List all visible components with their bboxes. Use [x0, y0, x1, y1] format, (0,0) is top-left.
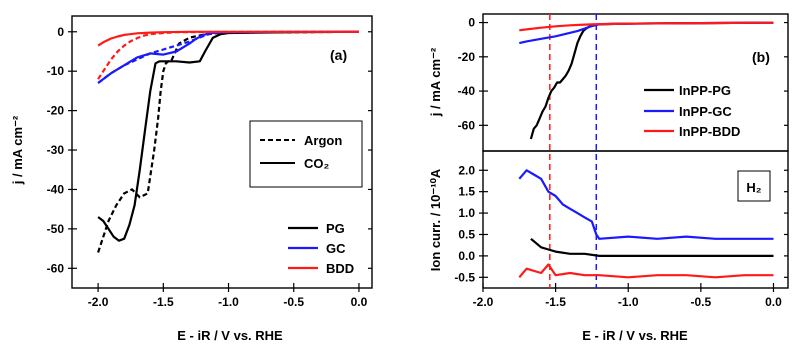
- legend-inpp-bdd-label: InPP-BDD: [679, 124, 740, 139]
- legend-co2-label: CO₂: [304, 156, 330, 171]
- x-tick-label: 0.0: [765, 295, 782, 309]
- legend-bdd-label: BDD: [326, 261, 354, 276]
- y-tick-label: -30: [47, 143, 65, 157]
- series-line-inpp-pg: [530, 237, 774, 257]
- x-tick-label: -2.0: [88, 295, 109, 309]
- y-tick-label: 1.0: [458, 206, 475, 220]
- y-tick-label: 0: [57, 25, 64, 39]
- y-tick-label: -40: [458, 84, 476, 98]
- series-line-inpp-pg: [529, 21, 774, 140]
- panel-a: -2.0 -1.5 -1.0 -0.5 0.0 0 -10 -20 -30 -40 -50 -60 (…: [10, 15, 373, 343]
- y-tick-label: 0.5: [458, 227, 475, 241]
- panel-b-lower-frame: [482, 150, 789, 289]
- panel-b-lower-series: [518, 169, 774, 279]
- h2-annotation-box: [737, 170, 771, 202]
- legend-gc-label: GC: [326, 241, 346, 256]
- panel-b-ticks: 0 -20 -40 -60: [458, 16, 788, 132]
- panel-b: 0 -20 -40 -60 -2.0 -1.5 -1.0 -0.5 0.0 2.0 1.5 1.0 0…: [428, 13, 789, 343]
- panel-a-label: (a): [330, 47, 347, 63]
- y-tick-label: -60: [47, 261, 65, 275]
- y-tick-label: 1.5: [458, 185, 475, 199]
- x-tick-label: -2.0: [473, 295, 494, 309]
- series-line-inpp-bdd: [519, 21, 774, 32]
- panel-a-frame: [71, 15, 373, 289]
- panel-a-ticks: -2.0 -1.5 -1.0 -0.5 0.0 0 -10 -20 -30 -40 -50 -60: [47, 25, 372, 309]
- panel-b-x-axis-label: E - iR / V vs. RHE: [582, 328, 688, 343]
- x-tick-label: -0.5: [691, 295, 712, 309]
- x-tick-label: -1.0: [618, 295, 639, 309]
- series-line-inpp-gc: [518, 169, 774, 240]
- y-tick-label: -20: [458, 50, 476, 64]
- legend-pg-label: PG: [326, 221, 345, 236]
- x-tick-label: -1.5: [545, 295, 566, 309]
- panel-b-upper-y-axis-label: j / mA cm⁻²: [428, 47, 443, 117]
- legend-inpp-pg-label: InPP-PG: [679, 83, 731, 98]
- y-tick-label: -0.5: [454, 270, 475, 284]
- panel-b-upper-frame: [482, 13, 789, 152]
- legend-argon-label: Argon: [304, 133, 342, 148]
- panel-a-linestyle-legend-box: [249, 120, 363, 188]
- panel-a-series: [97, 30, 360, 253]
- series-line-bdd-argon: [97, 30, 359, 80]
- y-tick-label: 2.0: [458, 163, 475, 177]
- y-tick-label: -20: [47, 104, 65, 118]
- x-tick-label: 0.0: [351, 295, 368, 309]
- y-tick-label: -10: [47, 64, 65, 78]
- y-tick-label: -40: [47, 182, 65, 196]
- y-tick-label: 0.0: [458, 249, 475, 263]
- series-line-bdd-co2: [97, 30, 359, 47]
- panel-b-reference-lines: [549, 14, 598, 288]
- x-tick-label: -1.5: [153, 295, 174, 309]
- panel-b-label: (b): [752, 49, 770, 65]
- x-tick-label: -1.0: [218, 295, 239, 309]
- series-line-pg-co2: [97, 30, 360, 242]
- y-tick-label: -50: [47, 222, 65, 236]
- x-tick-label: -0.5: [283, 295, 304, 309]
- panel-b-lower-ticks: -2.0 -1.5 -1.0 -0.5 0.0 2.0 1.5 1.0 0.5 0.0 -0.5: [454, 163, 788, 309]
- panel-b-lower-y-axis-label: Ion curr. / 10⁻¹⁰A: [428, 168, 443, 271]
- h2-annotation: H₂: [746, 180, 761, 195]
- panel-b-upper-series: [519, 21, 774, 140]
- legend-inpp-gc-label: InPP-GC: [679, 104, 732, 119]
- y-tick-label: 0: [468, 16, 475, 30]
- panel-a-y-axis-label: j / mA cm⁻²: [10, 115, 25, 185]
- panel-a-x-axis-label: E - iR / V vs. RHE: [177, 328, 283, 343]
- series-line-inpp-bdd: [518, 263, 774, 279]
- series-line-gc-co2: [97, 30, 359, 84]
- y-tick-label: -60: [458, 118, 476, 132]
